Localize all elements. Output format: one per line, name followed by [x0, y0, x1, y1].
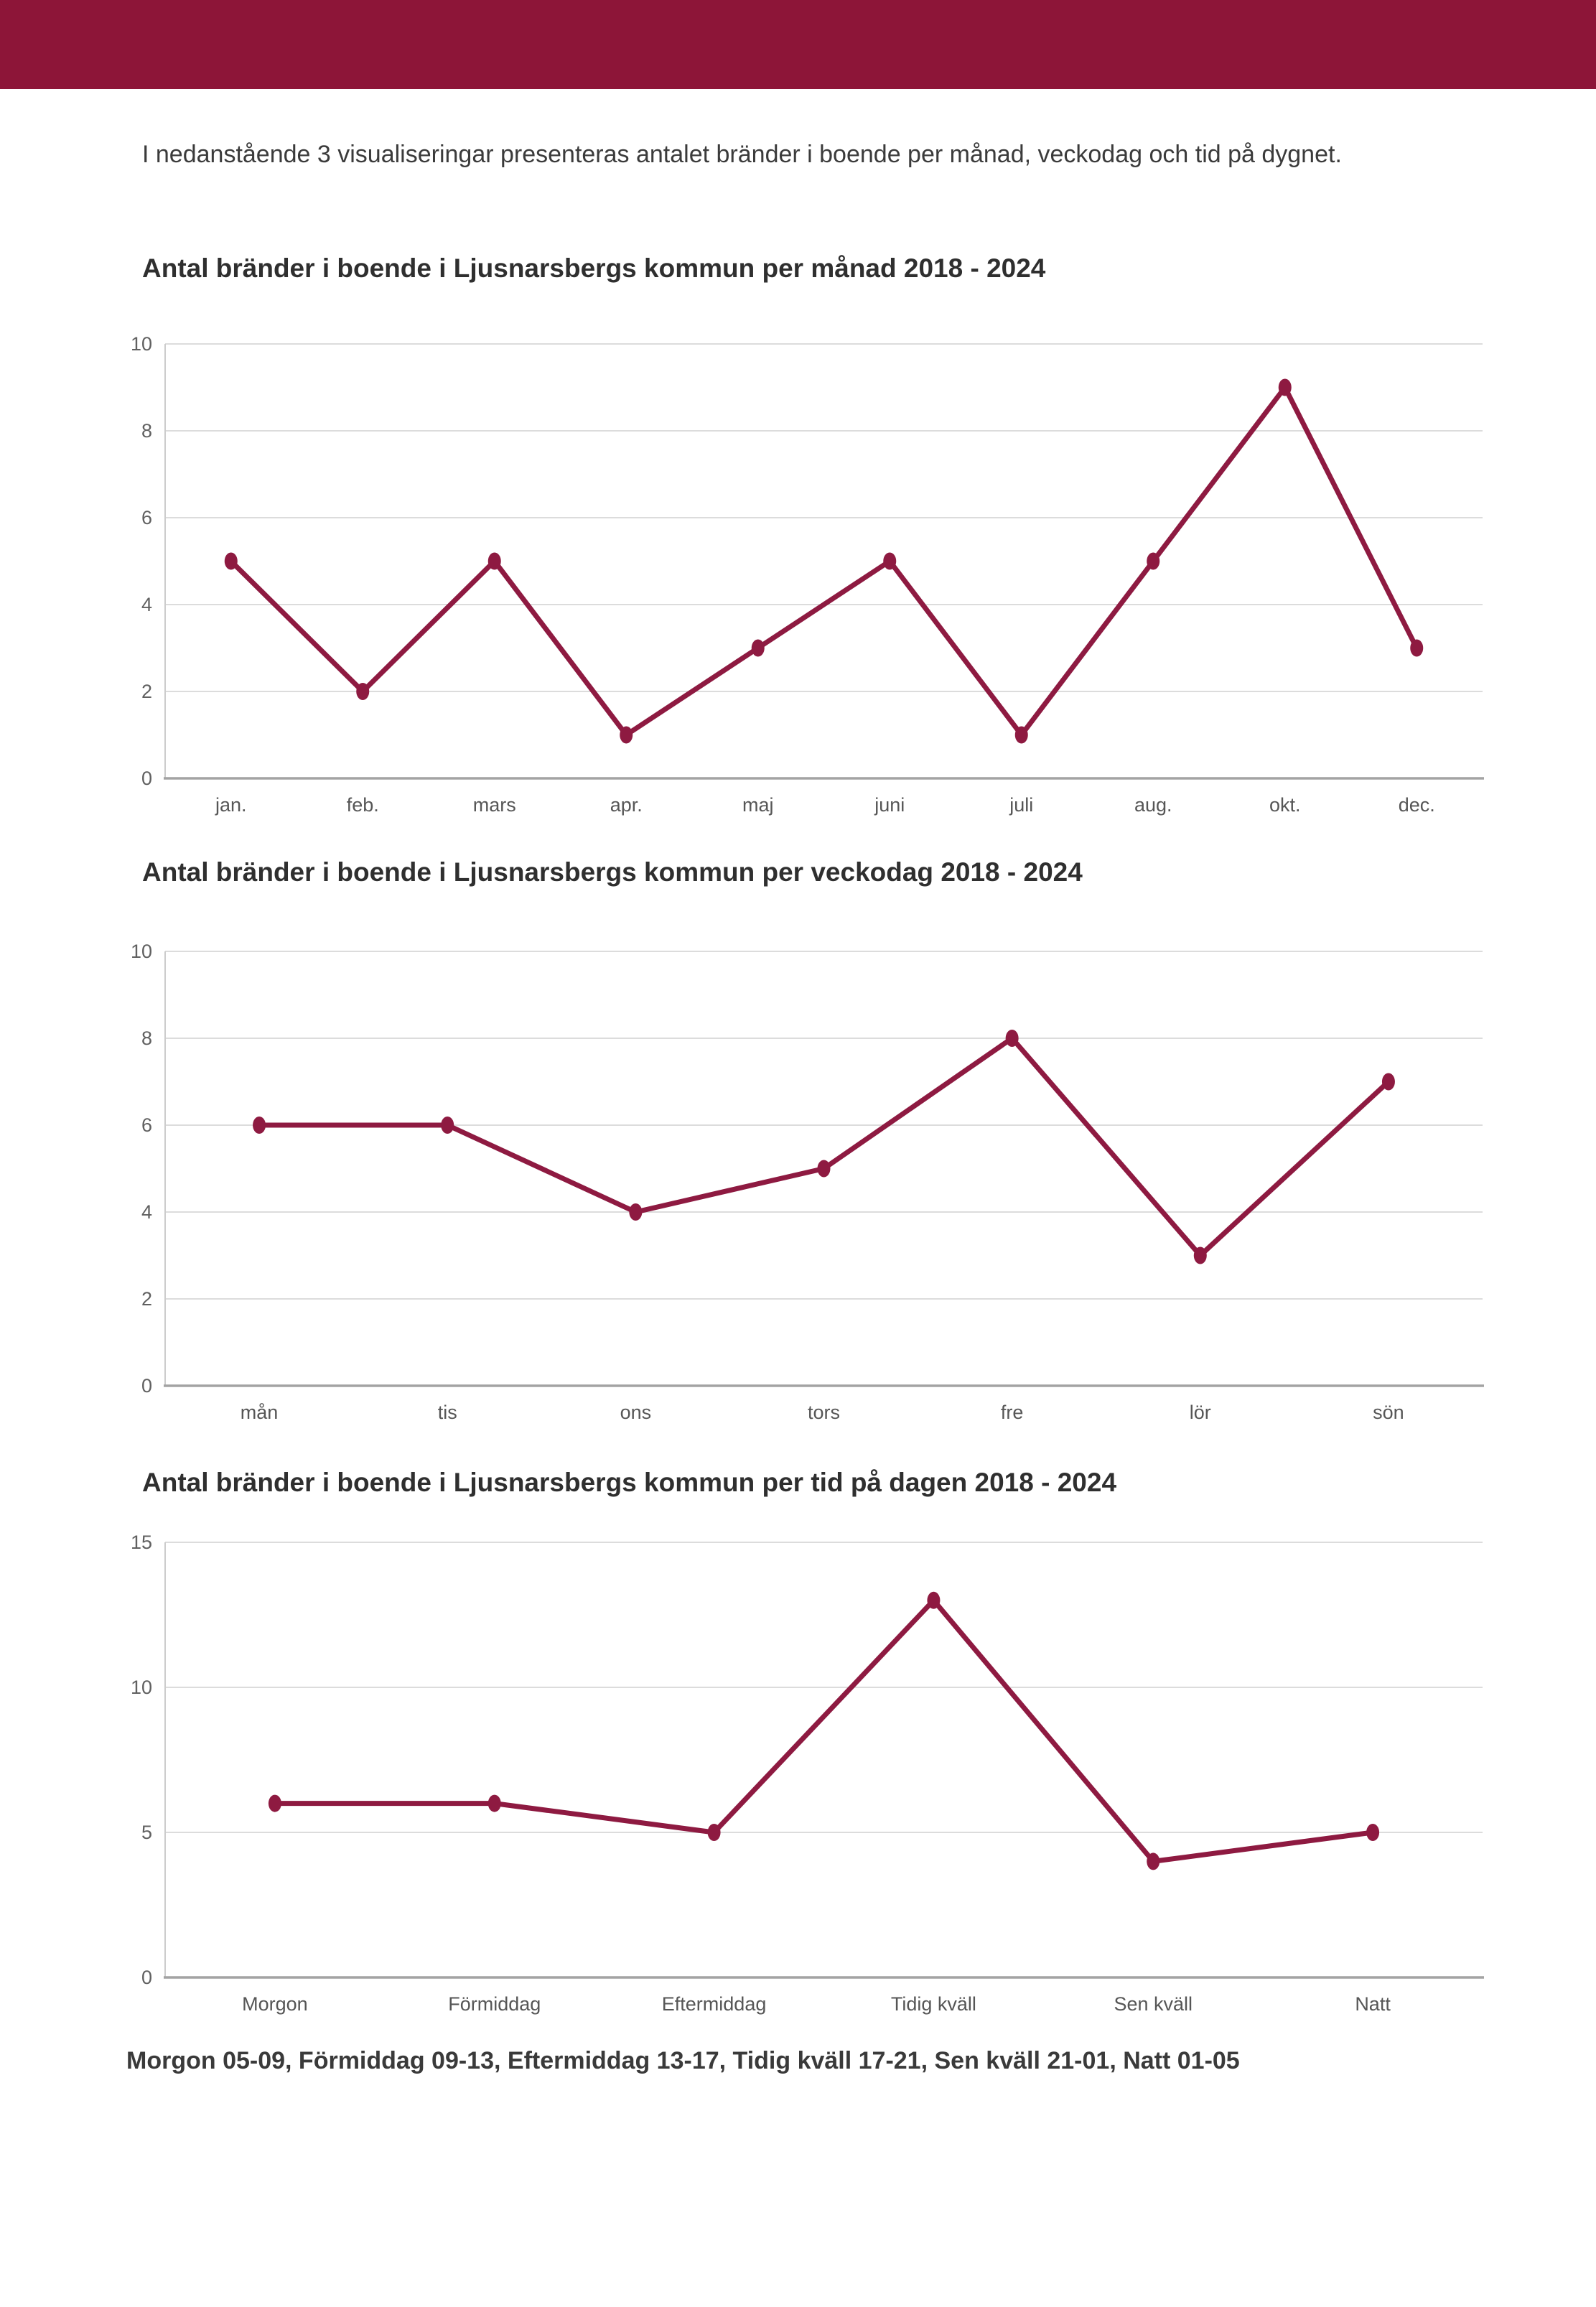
data-line: [256, 1035, 1391, 1258]
data-point: [707, 1824, 721, 1841]
y-tick-label: 0: [141, 1967, 152, 1988]
y-tick-label: 4: [141, 594, 152, 615]
x-tick-label: tis: [438, 1402, 457, 1423]
data-point: [1147, 552, 1160, 570]
data-point: [1005, 1030, 1019, 1047]
x-tick-label: sön: [1373, 1402, 1404, 1423]
x-tick-label: lör: [1190, 1402, 1211, 1423]
x-tick-label: okt.: [1269, 794, 1301, 816]
top-banner: [0, 0, 1596, 89]
chart-title-per-time-of-day: Antal bränder i boende i Ljusnarsbergs k…: [142, 1468, 1117, 1497]
y-tick-label: 2: [141, 681, 152, 702]
x-tick-label: Sen kväll: [1114, 1993, 1193, 2015]
data-point: [441, 1117, 454, 1134]
x-tick-label: maj: [742, 794, 774, 816]
data-point: [1366, 1824, 1380, 1841]
data-point: [817, 1160, 831, 1178]
x-tick-label: feb.: [347, 794, 379, 816]
time-interval-legend: Morgon 05-09, Förmiddag 09-13, Eftermidd…: [126, 2047, 1240, 2074]
y-tick-label: 8: [141, 420, 152, 442]
x-tick-label: Natt: [1355, 1993, 1391, 2015]
x-tick-label: juni: [874, 794, 905, 816]
x-tick-label: Eftermiddag: [662, 1993, 767, 2015]
data-point: [268, 1794, 281, 1812]
x-tick-label: apr.: [610, 794, 643, 816]
data-point: [751, 639, 765, 657]
data-point: [253, 1117, 266, 1134]
data-point: [1193, 1246, 1207, 1264]
x-tick-label: Morgon: [242, 1993, 308, 2015]
data-line: [228, 385, 1419, 737]
data-point: [883, 552, 897, 570]
line-chart-fires-per-time-of-day: 0 5 10 15 Morgon Förmiddag Eftermiddag Tidig kv…: [131, 1532, 1484, 2015]
line-chart-fires-per-month: 0 2 4 6 8 10 jan. feb. mars apr. maj juni juli aug. ok…: [131, 333, 1484, 816]
x-tick-label: tors: [808, 1402, 840, 1423]
y-tick-label: 15: [131, 1532, 152, 1553]
y-tick-label: 0: [141, 1375, 152, 1397]
data-point: [487, 552, 501, 570]
y-tick-label: 10: [131, 1677, 152, 1698]
data-point: [356, 683, 370, 700]
data-point: [1381, 1073, 1395, 1091]
x-tick-label: aug.: [1134, 794, 1172, 816]
x-tick-label: jan.: [215, 794, 247, 816]
data-point: [620, 726, 633, 744]
y-tick-label: 5: [141, 1822, 152, 1843]
data-point: [224, 552, 238, 570]
data-line: [272, 1598, 1376, 1864]
x-tick-label: mån: [241, 1402, 279, 1423]
data-point: [487, 1794, 501, 1812]
data-point: [629, 1203, 643, 1221]
data-point: [927, 1591, 941, 1609]
chart-title-per-month: Antal bränder i boende i Ljusnarsbergs k…: [142, 253, 1046, 283]
x-tick-label: ons: [620, 1402, 652, 1423]
x-tick-label: mars: [473, 794, 516, 816]
x-tick-label: dec.: [1399, 794, 1435, 816]
y-tick-label: 10: [131, 333, 152, 355]
y-tick-label: 8: [141, 1027, 152, 1049]
y-tick-label: 2: [141, 1288, 152, 1310]
y-tick-label: 4: [141, 1201, 152, 1223]
data-point: [1147, 1852, 1160, 1870]
intro-text: I nedanstående 3 visualiseringar present…: [142, 141, 1342, 168]
x-tick-label: fre: [1001, 1402, 1024, 1423]
x-tick-label: Förmiddag: [448, 1993, 541, 2015]
y-tick-label: 6: [141, 1114, 152, 1136]
data-point: [1014, 726, 1028, 744]
x-tick-label: Tidig kväll: [891, 1993, 976, 2015]
line-chart-fires-per-weekday: 0 2 4 6 8 10 mån tis ons tors fre lör sön: [131, 941, 1484, 1423]
y-tick-label: 6: [141, 507, 152, 528]
data-point: [1278, 378, 1292, 396]
chart-title-per-weekday: Antal bränder i boende i Ljusnarsbergs k…: [142, 857, 1083, 887]
x-tick-label: juli: [1009, 794, 1033, 816]
y-tick-label: 0: [141, 768, 152, 789]
data-point: [1410, 639, 1424, 657]
y-tick-label: 10: [131, 941, 152, 962]
